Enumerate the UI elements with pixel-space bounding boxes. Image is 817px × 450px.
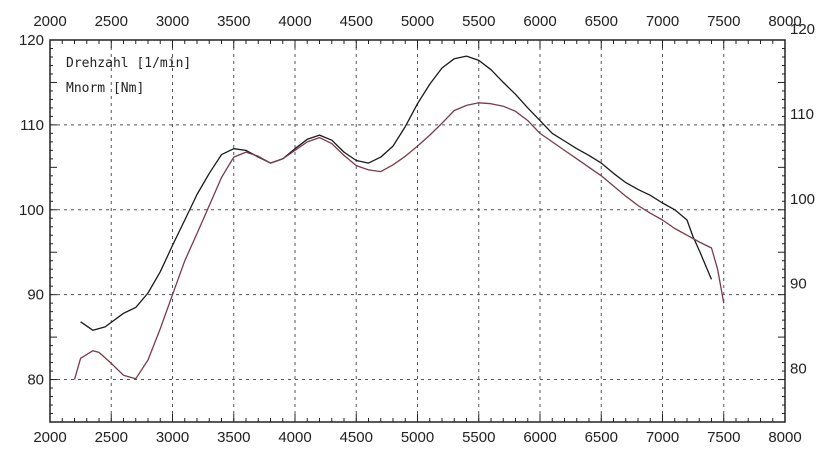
x-axis-top-ticks: 2000 2500 3000 3500 4000 4500 5000 5500 6000 6500…	[33, 13, 801, 30]
y-tick-label-right: 110	[790, 106, 814, 123]
y-axis-right-ticks: 120 110 100 90 80	[790, 21, 815, 378]
y-tick-label-left: 110	[20, 117, 44, 134]
x-tick-label-bottom: 8000	[768, 429, 801, 446]
y-tick-label-right: 90	[790, 276, 807, 293]
x-tick-label-top: 4500	[340, 13, 373, 30]
x-axis-bottom-ticks: 2000 2500 3000 3500 4000 4500 5000 5500 6000 6500…	[33, 429, 801, 446]
x-tick-label-top: 7000	[646, 13, 679, 30]
legend-entry-2: Mnorm [Nm]	[66, 81, 144, 96]
x-tick-label-bottom: 3500	[217, 429, 250, 446]
x-tick-label-top: 3500	[217, 13, 250, 30]
x-tick-label-bottom: 7500	[707, 429, 740, 446]
y-tick-label-left: 80	[27, 372, 44, 389]
x-tick-label-top: 2000	[33, 13, 66, 30]
x-tick-label-top: 2500	[95, 13, 128, 30]
x-tick-label-bottom: 4000	[278, 429, 311, 446]
x-tick-label-bottom: 6500	[585, 429, 618, 446]
y-axis-left-ticks: 120 110 100 90 80	[19, 32, 44, 389]
x-tick-label-top: 6500	[585, 13, 618, 30]
series-line-2	[73, 102, 725, 380]
y-tick-label-left: 120	[19, 32, 44, 49]
y-tick-label-right: 80	[790, 361, 807, 378]
x-tick-label-top: 5500	[462, 13, 495, 30]
x-tick-label-top: 7500	[707, 13, 740, 30]
x-tick-label-bottom: 3000	[156, 429, 189, 446]
series-line-1	[80, 55, 713, 331]
x-tick-label-bottom: 7000	[646, 429, 679, 446]
x-tick-label-top: 5000	[401, 13, 434, 30]
x-tick-label-bottom: 2500	[95, 429, 128, 446]
y-tick-label-right: 120	[790, 21, 815, 38]
x-tick-label-bottom: 5500	[462, 429, 495, 446]
x-tick-label-bottom: 4500	[340, 429, 373, 446]
x-tick-label-bottom: 5000	[401, 429, 434, 446]
y-tick-label-right: 100	[790, 191, 815, 208]
x-tick-label-top: 4000	[278, 13, 311, 30]
y-tick-label-left: 100	[19, 202, 44, 219]
x-tick-label-top: 6000	[523, 13, 556, 30]
x-tick-label-top: 3000	[156, 13, 189, 30]
x-tick-label-top: 8000	[768, 13, 801, 30]
x-tick-label-bottom: 2000	[33, 429, 66, 446]
x-tick-label-bottom: 6000	[523, 429, 556, 446]
legend-entry-1: Drehzahl [1/min]	[66, 56, 191, 71]
axes	[49, 39, 786, 423]
series	[73, 55, 725, 380]
legend: Drehzahl [1/min] Mnorm [Nm]	[66, 56, 191, 96]
y-tick-label-left: 90	[27, 287, 44, 304]
grid	[50, 40, 785, 422]
